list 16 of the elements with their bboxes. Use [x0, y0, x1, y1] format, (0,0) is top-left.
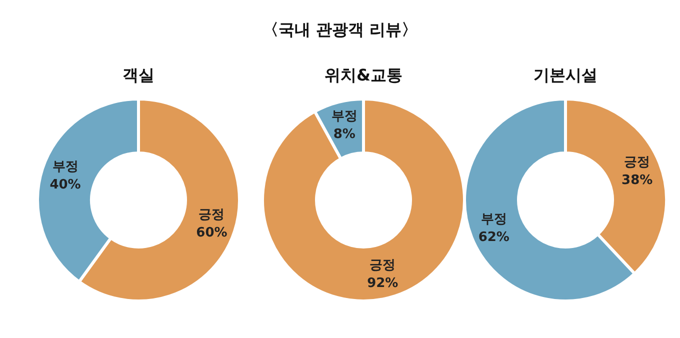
chart-title: 기본시설 [534, 66, 598, 84]
slice-label: 부정 [480, 212, 507, 227]
data-label: 38% [622, 173, 653, 188]
chart-title: 객실 [122, 66, 154, 84]
slice-label: 부정 [52, 160, 78, 175]
data-label: 60% [196, 225, 228, 240]
data-label: 40% [50, 178, 81, 193]
slice-label: 긍정 [624, 155, 650, 170]
chart-title: 위치&교통 [324, 66, 402, 84]
slice-label: 긍정 [370, 258, 396, 274]
text: 〈국내 관광객 리뷰〉 [261, 20, 419, 41]
slice-label: 부정 [331, 108, 358, 124]
data-label: 92% [367, 276, 398, 292]
slice-label: 긍정 [198, 207, 225, 222]
data-label: 8% [333, 126, 356, 142]
data-label: 62% [478, 230, 510, 245]
